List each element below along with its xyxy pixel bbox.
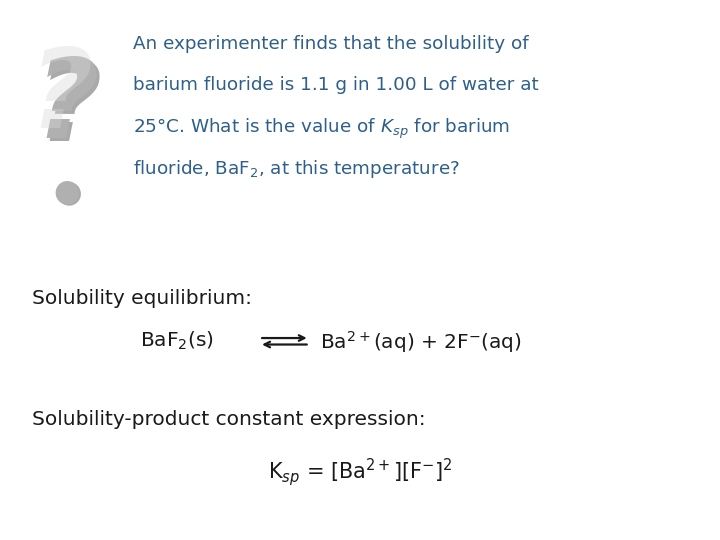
Text: K$_{sp}$ = [Ba$^{2+}$][F$^{-}$]$^2$: K$_{sp}$ = [Ba$^{2+}$][F$^{-}$]$^2$ <box>268 456 452 488</box>
Text: 25°C. What is the value of $\mathit{K}_{sp}$ for barium: 25°C. What is the value of $\mathit{K}_{… <box>133 117 510 141</box>
Text: An experimenter finds that the solubility of: An experimenter finds that the solubilit… <box>133 35 528 53</box>
Text: Solubility equilibrium:: Solubility equilibrium: <box>32 289 253 308</box>
Text: Solubility-product constant expression:: Solubility-product constant expression: <box>32 410 426 429</box>
Text: barium fluoride is 1.1 g in 1.00 L of water at: barium fluoride is 1.1 g in 1.00 L of wa… <box>133 76 539 94</box>
Text: ?: ? <box>28 44 93 151</box>
Text: ●: ● <box>53 177 79 206</box>
Text: ?: ? <box>37 57 102 164</box>
Text: Ba$^{2+}$(aq) + 2F$^{-}$(aq): Ba$^{2+}$(aq) + 2F$^{-}$(aq) <box>320 329 522 355</box>
Text: BaF$_2$(s): BaF$_2$(s) <box>140 329 215 352</box>
Text: ●: ● <box>55 179 81 208</box>
Text: fluoride, BaF$_2$, at this temperature?: fluoride, BaF$_2$, at this temperature? <box>133 158 460 180</box>
Text: ?: ? <box>34 55 99 161</box>
